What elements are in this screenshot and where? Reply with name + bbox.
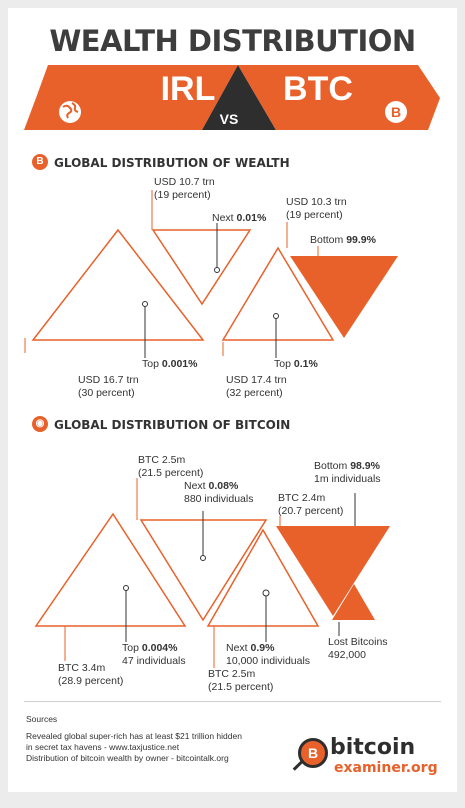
footer-divider <box>24 701 441 702</box>
section-title-wealth: GLOBAL DISTRIBUTION OF WEALTH <box>54 156 290 170</box>
irl-label: IRL <box>160 70 216 108</box>
label-next-001-amount: USD 10.7 trn (19 percent) <box>154 176 215 201</box>
banner-graphic: B <box>24 65 440 668</box>
triangle-bottom-999 <box>290 256 398 338</box>
label-next-09-amount: BTC 2.5m (21.5 percent) <box>208 668 274 693</box>
triangle-bottom-989 <box>276 526 390 616</box>
svg-text:B: B <box>391 104 401 120</box>
label-bottom-989: Bottom 98.9% 1m individuals <box>314 460 381 485</box>
vs-triangle <box>202 65 276 130</box>
label-top-0001-amount: USD 16.7 trn (30 percent) <box>78 374 139 399</box>
label-bottom-999-amount: USD 10.3 trn (19 percent) <box>286 196 347 221</box>
label-top-01: Top 0.1% <box>274 358 318 370</box>
label-next-09: Next 0.9% 10,000 individuals <box>226 642 311 667</box>
label-next-008-amount: BTC 2.5m (21.5 percent) <box>138 454 204 479</box>
infographic: WEALTH DISTRIBUTION B <box>8 8 457 792</box>
triangle-top-0001 <box>31 228 205 341</box>
pointer-dot <box>214 267 220 273</box>
label-top-0001: Top 0.001% <box>142 358 198 370</box>
logo-text-examiner: examiner.org <box>334 760 438 776</box>
logo-bitcoin-icon: B <box>298 738 328 768</box>
vs-label: VS <box>219 111 239 127</box>
sources-block: Sources Revealed global super-rich has a… <box>26 714 242 763</box>
pointer-dot <box>142 301 148 307</box>
bitcoin-icon: B <box>32 154 48 170</box>
label-top-0004: Top 0.004% 47 individuals <box>122 642 186 667</box>
pointer-dot <box>200 555 206 561</box>
label-lost-bitcoins: Lost Bitcoins 492,000 <box>328 636 388 661</box>
pointer-dot <box>262 589 270 597</box>
label-next-001: Next 0.01% <box>212 212 267 224</box>
label-bottom-989-amount: BTC 2.4m (20.7 percent) <box>278 492 344 517</box>
sources-heading: Sources <box>26 714 58 724</box>
label-bottom-999: Bottom 99.9% <box>310 234 376 246</box>
triangle-next-09 <box>206 528 320 627</box>
globe-icon: ◉ <box>32 416 48 432</box>
section-title-bitcoin: GLOBAL DISTRIBUTION OF BITCOIN <box>54 418 291 432</box>
triangle-next-001 <box>151 229 252 306</box>
logo-text-bitcoin: bitcoin <box>330 735 416 760</box>
triangle-lost <box>332 584 375 620</box>
page-title: WEALTH DISTRIBUTION <box>49 24 416 58</box>
label-next-008: Next 0.08% 880 individuals <box>184 480 254 505</box>
bitcoin-icon: B <box>385 101 407 123</box>
triangle-top-01 <box>221 246 335 341</box>
label-top-0004-amount: BTC 3.4m (28.9 percent) <box>58 662 124 687</box>
btc-label: BTC <box>283 70 353 108</box>
bitcoin-examiner-logo: B bitcoin examiner.org <box>292 735 448 784</box>
triangle-top-0004 <box>34 512 187 627</box>
pointer-dot <box>273 313 279 319</box>
label-top-01-amount: USD 17.4 trn (32 percent) <box>226 374 287 399</box>
globe-icon <box>59 101 81 123</box>
pointer-dot <box>123 585 129 591</box>
